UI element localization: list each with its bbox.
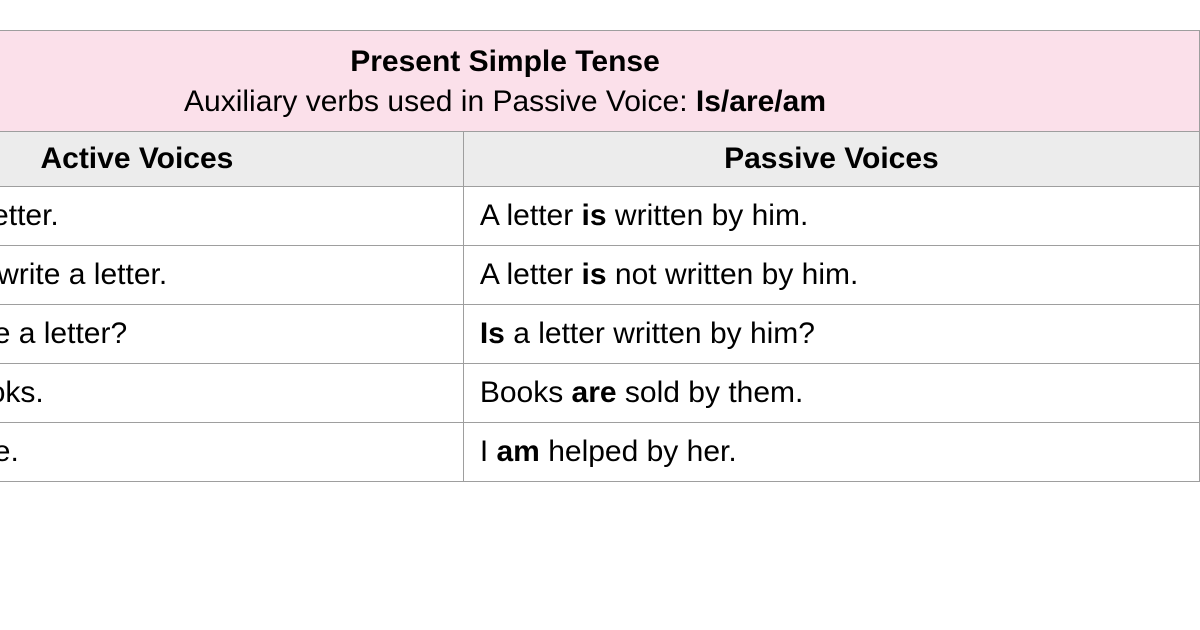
table-row: She helps me. I am helped by her.	[0, 423, 1200, 482]
table-row: He does not write a letter. A letter is …	[0, 246, 1200, 305]
passive-cell: I am helped by her.	[463, 423, 1199, 482]
passive-cell: A letter is written by him.	[463, 187, 1199, 246]
passive-cell: Is a letter written by him?	[463, 305, 1199, 364]
active-cell: He writes a letter.	[0, 187, 463, 246]
table-title: Present Simple Tense	[0, 47, 1191, 77]
grammar-table-container: Present Simple Tense Auxiliary verbs use…	[0, 30, 1200, 482]
active-cell: Does he write a letter?	[0, 305, 463, 364]
table-row: They sell books. Books are sold by them.	[0, 364, 1200, 423]
grammar-table: Present Simple Tense Auxiliary verbs use…	[0, 30, 1200, 482]
title-row: Present Simple Tense Auxiliary verbs use…	[0, 31, 1200, 132]
active-cell: He does not write a letter.	[0, 246, 463, 305]
passive-cell: A letter is not written by him.	[463, 246, 1199, 305]
column-header-row: Active Voices Passive Voices	[0, 132, 1200, 187]
subtitle-prefix: Auxiliary verbs used in Passive Voice:	[184, 85, 696, 118]
passive-cell: Books are sold by them.	[463, 364, 1199, 423]
col-header-passive: Passive Voices	[463, 132, 1199, 187]
active-cell: She helps me.	[0, 423, 463, 482]
table-row: He writes a letter. A letter is written …	[0, 187, 1200, 246]
subtitle-bold: Is/are/am	[696, 85, 826, 118]
table-row: Does he write a letter? Is a letter writ…	[0, 305, 1200, 364]
title-banner: Present Simple Tense Auxiliary verbs use…	[0, 31, 1200, 132]
col-header-active: Active Voices	[0, 132, 463, 187]
table-subtitle: Auxiliary verbs used in Passive Voice: I…	[0, 87, 1191, 117]
active-cell: They sell books.	[0, 364, 463, 423]
